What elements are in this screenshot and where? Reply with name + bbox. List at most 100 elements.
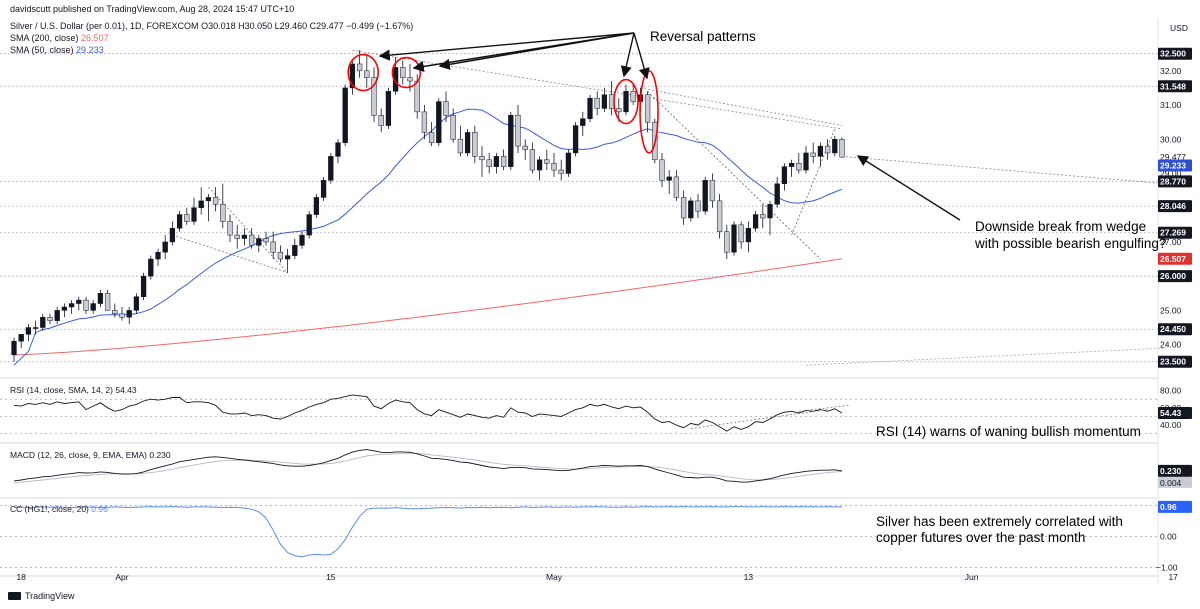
candle-body [284,255,291,260]
x-axis-tick: 17 [1168,572,1178,582]
macd-line [13,449,843,483]
candle-body [328,156,334,181]
rsi-label: RSI (14, close, SMA, 14, 2) [10,385,113,395]
candle-body [817,145,824,157]
price-marker-box [1158,47,1192,60]
annotation-correlation-1: Silver has been extremely correlated wit… [876,514,1123,529]
candle-body [558,169,564,174]
candle-body [176,214,183,229]
candle-body [248,234,255,246]
price-marker-box [1158,270,1192,283]
reversal-arrow [378,32,635,61]
macd-legend: MACD (12, 26, close, 9, EMA, EMA) 0.230 [10,450,171,461]
candle-body [486,159,492,167]
cc-line [14,506,842,558]
candle-body [500,156,507,167]
candle-body [788,162,795,167]
currency-label[interactable]: USD [1170,23,1188,33]
candle-body [414,80,420,113]
candle-body [522,145,528,150]
price-marker-label: 23.500 [1160,357,1186,367]
cc-marker-label: 0.96 [1160,502,1177,512]
candle-body [241,234,248,239]
candle-body [112,310,118,315]
candle-body [133,296,140,311]
price-marker-box [1158,226,1192,239]
cc-label: CC (HG1!, close, 20) [10,504,89,514]
candle-body [162,241,168,253]
candle-body [716,200,723,232]
candle-body [155,251,161,260]
candle-body [464,132,471,154]
candle-body [270,241,276,253]
candle-body [140,275,147,297]
candle-body [695,200,701,212]
reversal-arrow [620,32,635,78]
cc-axis-tick: −1.00 [1156,562,1178,572]
price-marker-label: 31.548 [1160,81,1186,91]
candle-body [594,97,600,109]
candle-body [263,238,269,243]
x-axis-tick: Apr [115,572,128,582]
price-marker-label: 32.500 [1160,49,1186,59]
candle-body [515,115,521,147]
sma200-label: SMA (200, close) [10,33,79,43]
candle-body [565,152,572,174]
price-axis-tick: 29.00 [1160,168,1182,178]
candle-body [781,166,788,185]
trend-line [647,91,821,260]
candle-body [572,125,579,154]
candle-body [18,334,24,342]
tradingview-brand: TradingView [25,591,75,601]
price-marker-box [1158,175,1192,188]
cc-axis-tick: 0.00 [1160,532,1177,542]
price-axis-tick: 30.00 [1160,134,1182,144]
x-axis-tick: May [546,572,563,582]
trend-line [841,155,1167,185]
tradingview-logo-icon [8,592,21,600]
price-marker-box [1158,80,1192,93]
candle-body [220,204,226,222]
rsi-marker-label: 54.43 [1160,408,1182,418]
macd-legend-value: 0.230 [149,450,171,460]
x-axis-tick: Jun [965,572,979,582]
price-marker-label: 24.450 [1160,324,1186,334]
candle-body [47,316,53,321]
candle-body [292,245,298,256]
candle-body [97,293,104,304]
candle-body [25,327,32,335]
candle-body [673,176,680,198]
price-marker-box [1158,252,1192,265]
candle-body [529,149,536,171]
macd-marker-label: 0.230 [1160,466,1182,476]
x-axis-tick: 13 [744,572,754,582]
sma50-line [13,108,843,366]
candle-body [191,207,197,222]
candle-body [839,139,845,158]
rsi-axis-tick: 40.00 [1160,420,1182,430]
candle-body [313,197,320,215]
price-marker-label: 28.046 [1160,201,1186,211]
price-marker-label: 26.507 [1160,254,1186,264]
candle-body [364,70,370,78]
candle-body [378,115,384,126]
price-axis-tick: 27.00 [1160,237,1182,247]
reversal-arrow [438,32,635,70]
rsi-axis-tick: 80.00 [1160,386,1182,396]
macd-label: MACD (12, 26, close, 9, EMA, EMA) [10,450,147,460]
price-marker-box [1158,323,1192,336]
candle-body [702,180,708,212]
ohlc-values: O30.018 H30.050 L29.460 C29.477 −0.499 (… [201,21,414,31]
candle-body [810,152,816,157]
annotation-reversal: Reversal patterns [650,29,756,44]
trend-line [172,234,288,274]
macd-marker-box [1158,464,1192,477]
reversal-circle [391,56,422,89]
price-axis-tick: 24.00 [1160,340,1182,350]
cc-legend: CC (HG1!, close, 20) 0.96 [10,504,108,515]
candle-body [428,132,435,143]
x-axis-tick: 15 [326,572,336,582]
price-marker-box [1158,200,1192,213]
candle-body [227,221,233,236]
tradingview-footer[interactable]: TradingView [8,591,75,601]
